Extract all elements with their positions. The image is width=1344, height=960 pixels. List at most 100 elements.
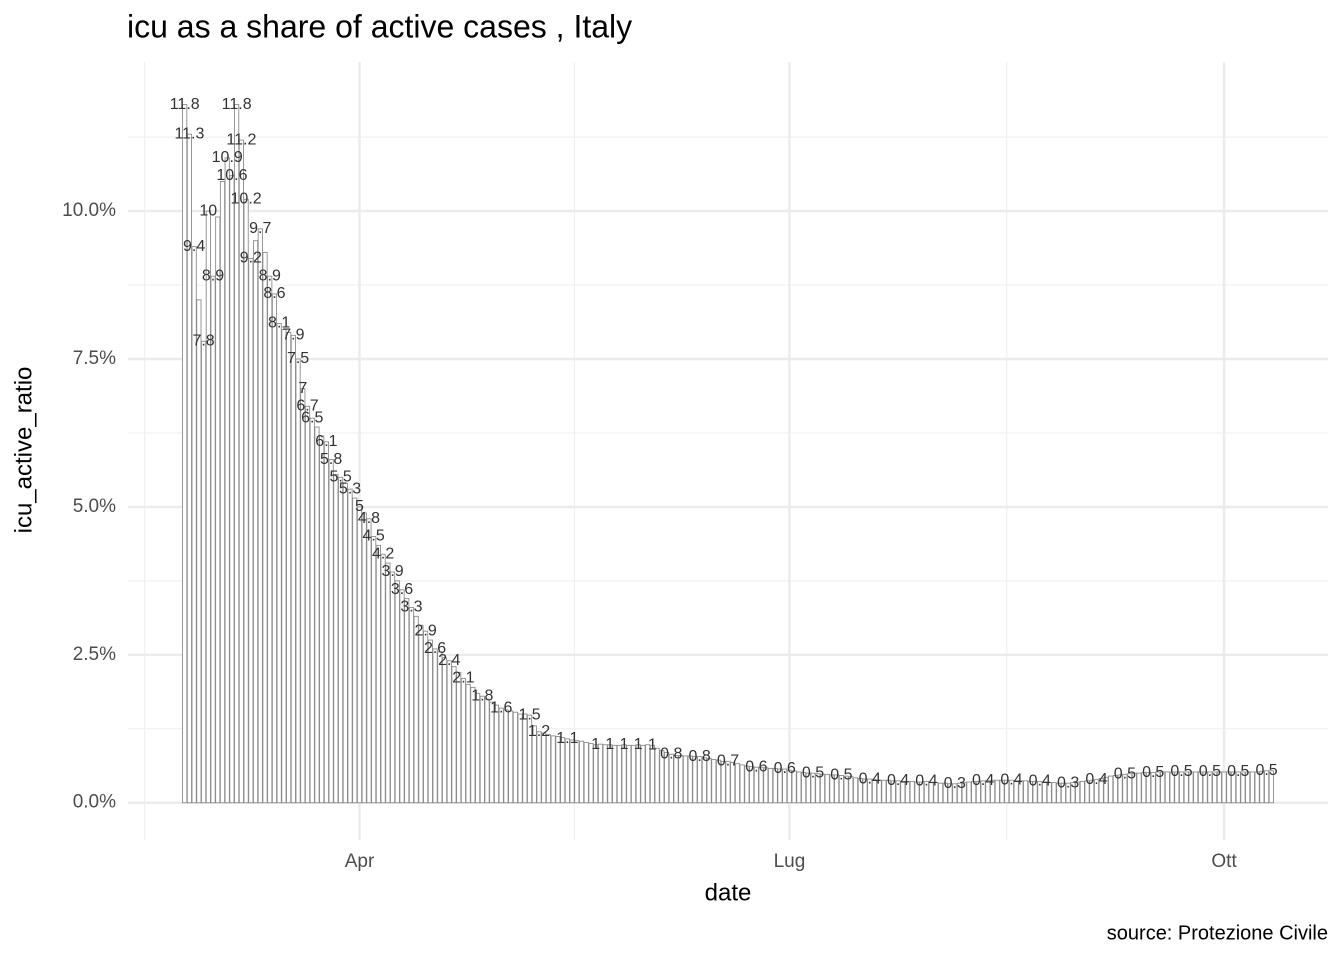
data-label: 0.4 — [859, 770, 881, 787]
bar — [630, 744, 637, 804]
bar — [782, 768, 788, 804]
bar — [1126, 773, 1133, 804]
bar — [503, 709, 509, 804]
bar — [1249, 771, 1255, 804]
bar — [441, 657, 448, 804]
bar — [1268, 770, 1274, 804]
chart-title: icu as a share of active cases , Italy — [127, 8, 632, 44]
bar — [427, 639, 433, 804]
bar — [772, 767, 778, 804]
bar — [886, 779, 892, 804]
bar — [219, 181, 226, 804]
bar — [734, 763, 741, 804]
bar — [252, 240, 259, 804]
bar — [1013, 780, 1019, 804]
bar — [697, 756, 703, 804]
bar — [1145, 772, 1152, 804]
bar — [1235, 771, 1241, 804]
bar — [1155, 771, 1161, 804]
bar — [843, 775, 849, 804]
caption: source: Protezione Civile — [1107, 922, 1328, 944]
data-label: 0.5 — [1170, 763, 1192, 780]
bar — [1032, 780, 1038, 804]
bar — [276, 323, 282, 804]
data-label: 7.5 — [287, 350, 309, 367]
y-tick-label: 7.5% — [73, 348, 116, 369]
bar — [508, 710, 514, 804]
data-label: 2.9 — [415, 622, 437, 639]
bar — [682, 755, 689, 804]
bar — [668, 753, 674, 804]
data-label: 3.9 — [381, 563, 403, 580]
bar — [1084, 780, 1090, 804]
bar — [989, 779, 996, 804]
data-label: 1 — [634, 736, 643, 753]
bar — [815, 773, 821, 804]
bar — [1207, 771, 1213, 804]
bar — [758, 766, 764, 804]
bar — [1136, 772, 1142, 804]
data-label: 0.5 — [830, 767, 852, 784]
bar — [470, 686, 476, 804]
bar — [210, 275, 216, 804]
bar — [1079, 780, 1085, 804]
bar — [881, 779, 887, 804]
bar — [876, 779, 882, 804]
bar — [248, 257, 254, 804]
bar — [498, 707, 504, 804]
data-label: 9.2 — [240, 250, 262, 267]
bar — [352, 497, 358, 804]
bar — [408, 607, 415, 804]
data-label: 8.6 — [263, 285, 285, 302]
bar — [205, 210, 211, 804]
bar — [956, 782, 963, 804]
bar — [753, 766, 759, 804]
bar — [999, 779, 1005, 804]
bar — [791, 770, 797, 804]
bar — [1103, 776, 1109, 804]
bar — [366, 518, 372, 804]
data-label: 1 — [605, 736, 614, 753]
data-label: 6.7 — [296, 398, 318, 415]
data-label: 6.5 — [301, 409, 323, 426]
bar — [314, 426, 320, 804]
bar — [229, 175, 235, 804]
bar — [1259, 770, 1265, 804]
bar — [484, 698, 490, 804]
bar — [824, 773, 830, 804]
bar — [512, 711, 518, 804]
bar — [1037, 780, 1043, 804]
bar — [701, 757, 707, 804]
data-label: 1.8 — [471, 687, 493, 704]
bar — [664, 751, 670, 804]
data-label: 0.6 — [774, 760, 796, 777]
bar — [201, 340, 207, 804]
bar — [767, 767, 774, 804]
bar — [281, 328, 287, 804]
bar — [1164, 771, 1170, 804]
bar — [536, 731, 542, 804]
bar — [938, 782, 944, 804]
bar — [871, 779, 878, 804]
bar — [451, 666, 457, 804]
bar — [1150, 772, 1156, 804]
bar — [300, 388, 306, 804]
bar — [413, 615, 419, 804]
bar — [224, 157, 230, 804]
bar — [805, 772, 811, 804]
bar — [475, 692, 481, 804]
bar — [262, 252, 268, 804]
bar — [1178, 771, 1185, 804]
bar — [191, 246, 197, 804]
data-label: 0.8 — [660, 745, 682, 762]
bar — [834, 774, 840, 804]
bar — [286, 331, 292, 804]
bar — [1160, 771, 1166, 804]
bar — [271, 293, 278, 804]
bar — [493, 704, 500, 804]
data-label: 7.9 — [282, 327, 304, 344]
data-label: 2.1 — [452, 670, 474, 687]
bar — [1254, 771, 1260, 804]
bar — [763, 767, 769, 804]
